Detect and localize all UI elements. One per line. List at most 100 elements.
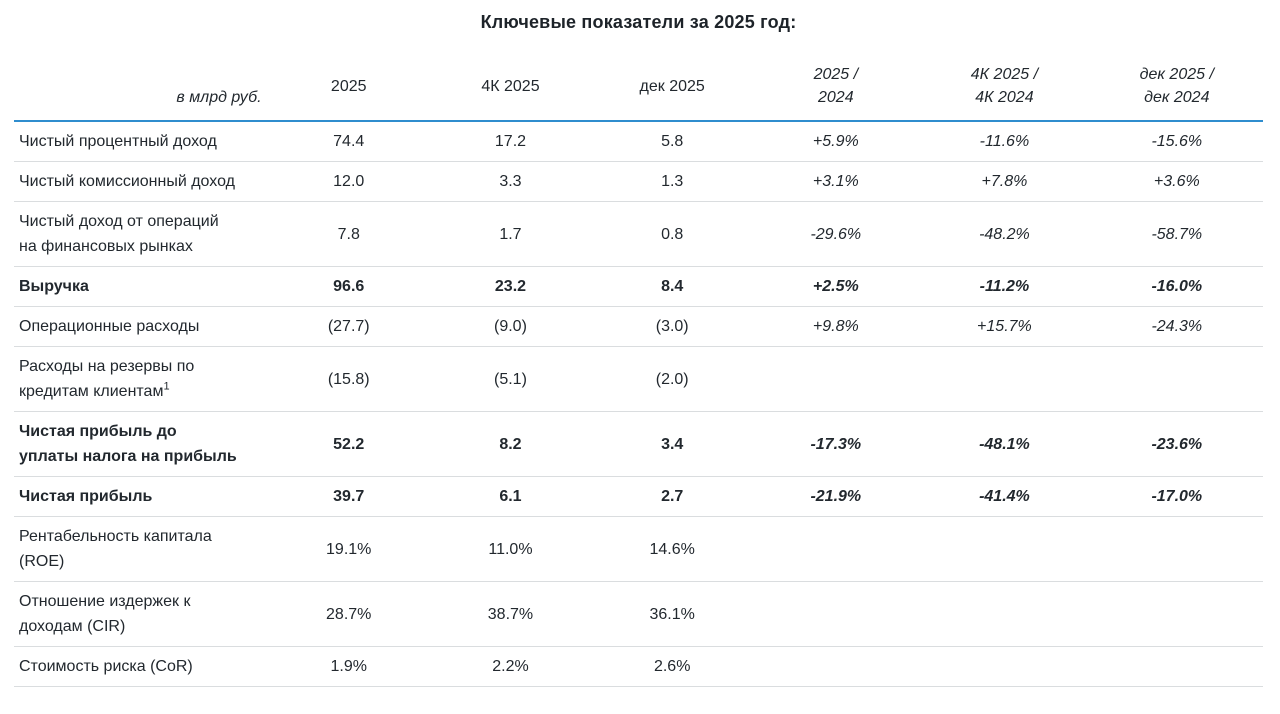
cell-value: 52.2 — [267, 411, 430, 477]
cell-value: 96.6 — [267, 266, 430, 307]
cell-change: -24.3% — [1090, 306, 1263, 347]
cell-change — [918, 646, 1091, 687]
cell-change — [753, 346, 919, 412]
page-title: Ключевые показатели за 2025 год: — [480, 12, 797, 32]
cell-value: 1.7 — [429, 201, 592, 267]
column-header-4k2025-vs-4k2024: 4К 2025 / 4К 2024 — [918, 55, 1091, 122]
cell-value: 2.6% — [591, 646, 754, 687]
cell-value: (5.1) — [429, 346, 592, 412]
cell-value: 0.8 — [591, 201, 754, 267]
cell-value: 8.2 — [429, 411, 592, 477]
row-label: Чистая прибыль — [14, 476, 268, 517]
cell-change — [753, 581, 919, 647]
cell-value: (9.0) — [429, 306, 592, 347]
cell-value: (27.7) — [267, 306, 430, 347]
cell-change: -16.0% — [1090, 266, 1263, 307]
cell-change: +3.1% — [753, 161, 919, 202]
table-row-operating-expenses: Операционные расходы (27.7) (9.0) (3.0) … — [14, 306, 1263, 347]
cell-value: (15.8) — [267, 346, 430, 412]
cell-value: (3.0) — [591, 306, 754, 347]
table-row-roe: Рентабельность капитала (ROE) 19.1% 11.0… — [14, 516, 1263, 582]
cell-value: 17.2 — [429, 121, 592, 162]
cell-change — [1090, 346, 1263, 412]
cell-change: -23.6% — [1090, 411, 1263, 477]
cell-change — [1090, 581, 1263, 647]
cell-change: -11.6% — [918, 121, 1091, 162]
cell-change: -11.2% — [918, 266, 1091, 307]
cell-value: 6.1 — [429, 476, 592, 517]
cell-value: 38.7% — [429, 581, 592, 647]
cell-value: 74.4 — [267, 121, 430, 162]
column-header-2025-vs-2024: 2025 / 2024 — [753, 55, 919, 122]
cell-change: -17.3% — [753, 411, 919, 477]
cell-change: -17.0% — [1090, 476, 1263, 517]
cell-change: -21.9% — [753, 476, 919, 517]
cell-change — [918, 581, 1091, 647]
cell-value: 3.4 — [591, 411, 754, 477]
column-header-2025: 2025 — [267, 55, 430, 122]
row-label: Отношение издержек к доходам (CIR) — [14, 581, 268, 647]
cell-value: 2.7 — [591, 476, 754, 517]
cell-value: 11.0% — [429, 516, 592, 582]
header-line: 4К 2025 / — [970, 66, 1039, 83]
kpi-table: в млрд руб. 2025 4К 2025 дек 2025 2025 /… — [14, 55, 1263, 687]
cell-value: 39.7 — [267, 476, 430, 517]
table-row-net-profit: Чистая прибыль 39.7 6.1 2.7 -21.9% -41.4… — [14, 476, 1263, 517]
cell-change: +3.6% — [1090, 161, 1263, 202]
table-row-loan-loss-provisions: Расходы на резервы по кредитам клиентам1… — [14, 346, 1263, 412]
cell-change — [753, 646, 919, 687]
cell-value: 8.4 — [591, 266, 754, 307]
cell-value: 23.2 — [429, 266, 592, 307]
table-row-cir: Отношение издержек к доходам (CIR) 28.7%… — [14, 581, 1263, 647]
row-label: Операционные расходы — [14, 306, 268, 347]
table-row-pretax-profit: Чистая прибыль до уплаты налога на прибы… — [14, 411, 1263, 477]
cell-value: 19.1% — [267, 516, 430, 582]
row-label: Чистый доход от операций на финансовых р… — [14, 201, 268, 267]
cell-change — [1090, 646, 1263, 687]
header-line: 4К 2024 — [975, 89, 1034, 106]
cell-change: +15.7% — [918, 306, 1091, 347]
cell-value: 3.3 — [429, 161, 592, 202]
cell-change: -48.1% — [918, 411, 1091, 477]
cell-value: (2.0) — [591, 346, 754, 412]
table-row-net-fee-income: Чистый комиссионный доход 12.0 3.3 1.3 +… — [14, 161, 1263, 202]
row-label: Расходы на резервы по кредитам клиентам1 — [14, 346, 268, 412]
cell-change: -29.6% — [753, 201, 919, 267]
row-label: Выручка — [14, 266, 268, 307]
cell-value: 1.3 — [591, 161, 754, 202]
row-label: Чистый комиссионный доход — [14, 161, 268, 202]
column-header-4k2025: 4К 2025 — [429, 55, 592, 122]
table-header-row: в млрд руб. 2025 4К 2025 дек 2025 2025 /… — [14, 55, 1263, 122]
header-line: дек 2025 / — [1139, 66, 1214, 83]
header-line: дек 2024 — [1144, 89, 1210, 106]
cell-value: 36.1% — [591, 581, 754, 647]
table-row-net-interest-income: Чистый процентный доход 74.4 17.2 5.8 +5… — [14, 121, 1263, 162]
column-header-dec2025: дек 2025 — [591, 55, 754, 122]
header-line: 2025 / — [813, 66, 859, 83]
table-body: Чистый процентный доход 74.4 17.2 5.8 +5… — [14, 121, 1263, 687]
cell-value: 28.7% — [267, 581, 430, 647]
cell-change: -58.7% — [1090, 201, 1263, 267]
page: Ключевые показатели за 2025 год: в млрд … — [14, 12, 1263, 687]
table-row-revenue: Выручка 96.6 23.2 8.4 +2.5% -11.2% -16.0… — [14, 266, 1263, 307]
column-header-dec2025-vs-dec2024: дек 2025 / дек 2024 — [1090, 55, 1263, 122]
cell-change: +9.8% — [753, 306, 919, 347]
cell-change: -41.4% — [918, 476, 1091, 517]
cell-change: +5.9% — [753, 121, 919, 162]
cell-change — [1090, 516, 1263, 582]
row-label: Чистый процентный доход — [14, 121, 268, 162]
cell-change: +7.8% — [918, 161, 1091, 202]
cell-change: -15.6% — [1090, 121, 1263, 162]
cell-change: -48.2% — [918, 201, 1091, 267]
cell-change: +2.5% — [753, 266, 919, 307]
unit-label: в млрд руб. — [14, 55, 268, 122]
cell-value: 7.8 — [267, 201, 430, 267]
table-row-net-trading-income: Чистый доход от операций на финансовых р… — [14, 201, 1263, 267]
cell-value: 2.2% — [429, 646, 592, 687]
cell-value: 5.8 — [591, 121, 754, 162]
cell-change — [918, 516, 1091, 582]
table-header: в млрд руб. 2025 4К 2025 дек 2025 2025 /… — [14, 55, 1263, 122]
row-label: Стоимость риска (CoR) — [14, 646, 268, 687]
cell-value: 12.0 — [267, 161, 430, 202]
footnote-marker: 1 — [163, 380, 170, 393]
